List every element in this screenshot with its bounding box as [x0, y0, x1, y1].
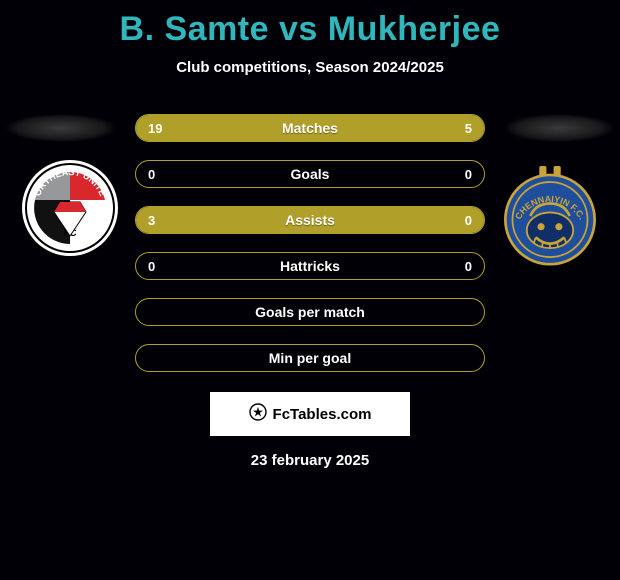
northeast-united-badge-icon: NORTHEAST UNITED FC	[20, 158, 120, 258]
stat-bar-value-right: 5	[465, 115, 472, 141]
date-label: 23 february 2025	[0, 452, 620, 469]
club-badge-left: NORTHEAST UNITED FC	[20, 158, 120, 258]
page-title: B. Samte vs Mukherjee	[0, 0, 620, 49]
attribution-badge: FcTables.com	[210, 392, 410, 436]
stat-bar: Goals per match	[135, 298, 485, 326]
stat-bar-value-left: 3	[148, 207, 155, 233]
stat-bar-label: Assists	[136, 207, 484, 233]
stat-bar: Min per goal	[135, 344, 485, 372]
chennaiyin-badge-icon: CHENNAIYIN F.C.	[500, 166, 600, 266]
stat-bar-value-left: 0	[148, 161, 155, 187]
stat-bar-value-left: 19	[148, 115, 162, 141]
club-badge-right: CHENNAIYIN F.C.	[500, 166, 600, 266]
stat-bar: Hattricks0 0	[135, 252, 485, 280]
shadow-right	[504, 114, 614, 142]
stat-bars: Matches195Goals00Assists30Hattricks00Goa…	[135, 106, 485, 372]
stat-bar-label: Goals	[136, 161, 484, 187]
fctables-logo-icon	[249, 403, 267, 426]
shadow-left	[6, 114, 116, 142]
stat-bar: Matches19 5	[135, 114, 485, 142]
stat-bar-label: Min per goal	[136, 345, 484, 371]
stat-bar-label: Matches	[136, 115, 484, 141]
stat-bar: Assists3 0	[135, 206, 485, 234]
stat-bar-value-right: 0	[465, 207, 472, 233]
stat-bar-label: Goals per match	[136, 299, 484, 325]
stat-bar-value-right: 0	[465, 253, 472, 279]
attribution-label: FcTables.com	[273, 406, 372, 423]
stat-bar-label: Hattricks	[136, 253, 484, 279]
stat-bar-value-left: 0	[148, 253, 155, 279]
stat-bar: Goals0 0	[135, 160, 485, 188]
stat-bar-value-right: 0	[465, 161, 472, 187]
subtitle: Club competitions, Season 2024/2025	[0, 59, 620, 76]
comparison-panel: NORTHEAST UNITED FC CHENNAIYIN F.C. Matc…	[0, 106, 620, 469]
